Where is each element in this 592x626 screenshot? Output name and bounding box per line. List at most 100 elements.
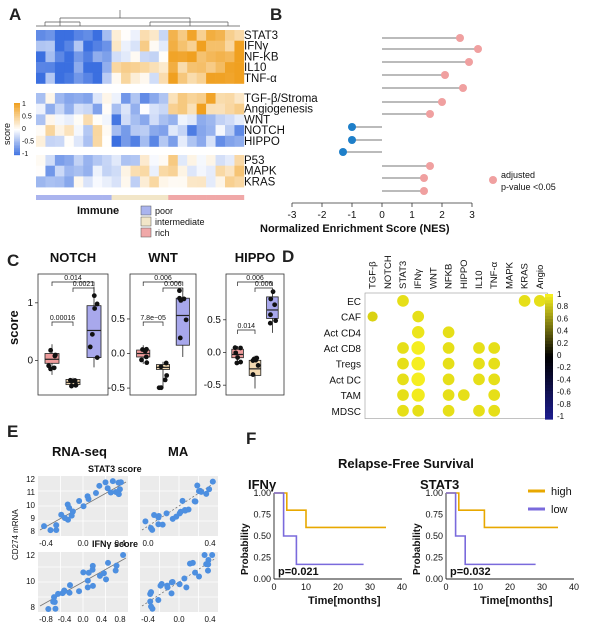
heatmap-cell xyxy=(54,125,65,137)
heatmap-cell xyxy=(168,155,179,166)
e-data-point xyxy=(67,582,74,589)
heatmap-cell xyxy=(64,155,75,166)
d-corr-dot xyxy=(473,373,485,386)
heatmap-cell xyxy=(83,155,93,166)
heatmap-cell xyxy=(149,51,160,63)
f-y-tick-label: 1.00 xyxy=(425,488,443,498)
heatmap-cell xyxy=(54,93,65,104)
heatmap-cell xyxy=(149,114,160,126)
c-data-point xyxy=(144,346,149,352)
d-scale-band xyxy=(545,387,553,392)
e-data-point xyxy=(173,513,180,520)
f-y-tick-label: 0.50 xyxy=(425,531,443,541)
heatmap-cell xyxy=(64,135,75,147)
d-scale-tick: 0 xyxy=(557,351,562,360)
c-box-rich xyxy=(266,296,279,319)
d-scale-band xyxy=(545,312,553,317)
score-legend-band xyxy=(14,123,20,126)
d-corr-dot xyxy=(533,295,546,307)
d-scale-band xyxy=(545,412,553,417)
score-legend-band xyxy=(14,142,20,144)
heatmap-cell xyxy=(83,165,93,177)
heatmap-cell xyxy=(168,135,179,147)
c-y-tick-label: -0.5 xyxy=(108,383,126,394)
heatmap-cell xyxy=(234,51,245,63)
score-legend-band xyxy=(14,119,20,122)
heatmap-cell xyxy=(215,114,226,126)
heatmap-cell xyxy=(83,62,93,74)
heatmap-cell xyxy=(102,125,112,137)
heatmap-cell xyxy=(177,40,188,52)
immune-annotation-cell xyxy=(206,195,216,200)
f-y-tick-label: 0.25 xyxy=(253,553,271,563)
heatmap-cell xyxy=(149,40,160,52)
f-y-tick-label: 1.00 xyxy=(253,488,271,498)
heatmap-cell xyxy=(102,165,112,177)
immune-annotation-cell xyxy=(130,195,141,200)
heatmap-cell xyxy=(168,103,179,115)
d-corr-dot xyxy=(442,404,455,417)
c-sig-bracket xyxy=(142,321,164,326)
score-legend-band xyxy=(14,148,20,150)
heatmap-cell xyxy=(196,103,207,115)
heatmap-cell xyxy=(206,103,216,115)
heatmap-cell xyxy=(139,93,150,104)
d-row-label: MDSC xyxy=(332,407,361,418)
immune-legend-swatch-poor xyxy=(140,205,152,216)
e-data-point xyxy=(159,521,166,528)
heatmap-cell xyxy=(196,40,207,52)
heatmap-cell xyxy=(111,30,122,41)
heatmap-cell xyxy=(149,165,160,177)
score-legend-band xyxy=(14,136,20,139)
score-legend-band xyxy=(14,139,20,141)
b-x-tick-label: 1 xyxy=(409,210,415,221)
heatmap-cell xyxy=(36,40,46,52)
heatmap-cell xyxy=(225,62,235,74)
d-col-label: MAPK xyxy=(504,261,515,289)
c-data-point xyxy=(267,320,273,326)
heatmap-cell xyxy=(54,30,65,41)
d-row-label: EC xyxy=(347,297,361,308)
e-data-point xyxy=(201,552,208,558)
e-data-point xyxy=(192,569,199,576)
heatmap-cell xyxy=(83,51,93,63)
score-legend-band xyxy=(14,152,20,154)
c-data-point xyxy=(270,289,276,295)
heatmap-cell xyxy=(83,176,93,188)
immune-annotation-cell xyxy=(215,195,226,200)
f-ylabel: Probability xyxy=(240,523,251,575)
heatmap-cell xyxy=(102,155,112,166)
heatmap-cell xyxy=(158,103,169,115)
heatmap-cell xyxy=(225,176,235,188)
e-data-point xyxy=(120,552,127,558)
d-col-label: TGF-β xyxy=(368,261,379,289)
d-scale-tick: 0.4 xyxy=(557,327,569,336)
heatmap-cell xyxy=(158,30,169,41)
score-legend-band xyxy=(14,138,20,140)
heatmap-cell xyxy=(215,62,226,74)
d-corr-dot xyxy=(488,357,501,370)
immune-annotation-cell xyxy=(64,195,75,200)
c-box-rich xyxy=(86,305,102,358)
d-row-label: CAF xyxy=(341,313,361,324)
e-data-point xyxy=(104,485,111,492)
c-data-point xyxy=(177,288,182,294)
e-data-point xyxy=(206,486,213,493)
heatmap-cell xyxy=(54,103,65,115)
heatmap-cell xyxy=(45,40,56,52)
e-data-point xyxy=(155,597,162,604)
c-y-tick-label: 0.0 xyxy=(111,349,125,360)
heatmap-cell xyxy=(206,135,216,147)
heatmap-cell xyxy=(64,176,75,188)
heatmap-cell xyxy=(149,103,160,115)
e-data-point xyxy=(112,567,119,574)
immune-annotation-cell xyxy=(92,195,103,200)
heatmap-cell xyxy=(121,62,131,74)
c-plot-title: WNT xyxy=(148,250,178,265)
immune-annotation-cell xyxy=(196,195,207,200)
c-y-tick-label: 1 xyxy=(27,298,33,309)
heatmap-cell xyxy=(187,30,197,41)
b-x-tick-label: -2 xyxy=(318,210,327,221)
heatmap-cell xyxy=(139,103,150,115)
